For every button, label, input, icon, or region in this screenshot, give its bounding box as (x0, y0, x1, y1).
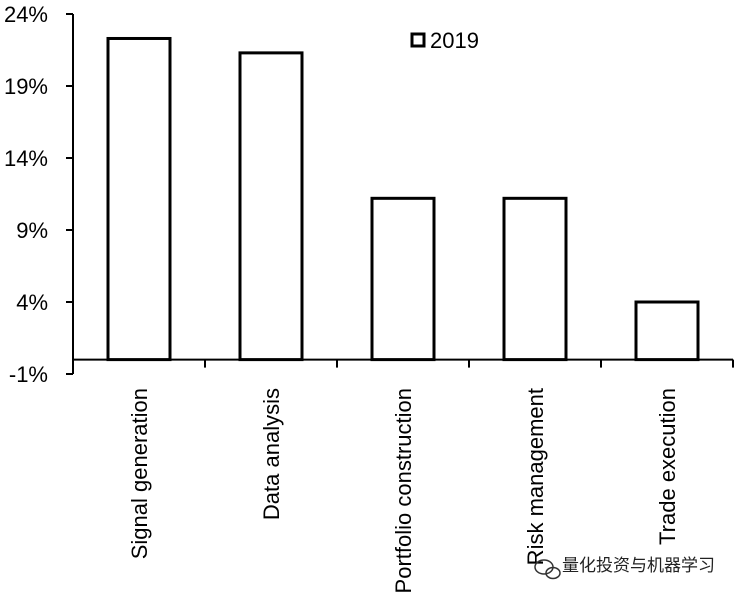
x-category-label: Data analysis (259, 388, 284, 520)
legend-label-2019: 2019 (430, 28, 479, 53)
y-ticks: -1% 4% 9% 14% 19% 24% (4, 2, 73, 387)
bar (502, 196, 568, 362)
wechat-icon (534, 559, 561, 580)
y-tick-label: -1% (9, 362, 48, 387)
bar (238, 51, 304, 362)
category-labels: Signal generation Data analysis Portfolio … (127, 388, 680, 593)
x-ticks (72, 359, 734, 368)
y-tick-label: 14% (4, 146, 48, 171)
legend: 2019 (410, 28, 479, 53)
watermark-text: 量化投资与机器学习 (562, 556, 715, 576)
y-tick-label: 24% (4, 2, 48, 27)
y-tick-label: 19% (4, 74, 48, 99)
x-category-label: Portfolio construction (391, 388, 416, 593)
bar (634, 300, 700, 362)
bar (106, 36, 172, 362)
x-category-label: Signal generation (127, 388, 152, 559)
bars (106, 36, 700, 362)
legend-swatch (410, 32, 426, 48)
bar (370, 196, 436, 362)
y-tick-label: 9% (16, 218, 48, 243)
x-category-label: Risk management (523, 388, 548, 565)
y-tick-label: 4% (16, 290, 48, 315)
watermark: 量化投资与机器学习 (534, 556, 715, 580)
x-category-label: Trade execution (655, 388, 680, 545)
